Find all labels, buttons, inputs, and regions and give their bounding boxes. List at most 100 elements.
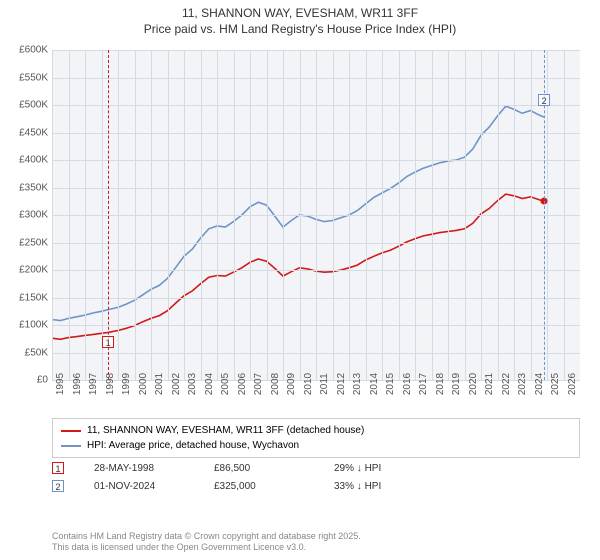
x-tick-label: 2021 [484,373,495,395]
x-tick-label: 2014 [369,373,380,395]
footer-line1: Contains HM Land Registry data © Crown c… [52,531,361,543]
x-tick-label: 2008 [270,373,281,395]
x-tick-label: 2011 [319,373,330,395]
sale-price-1: £86,500 [214,463,304,474]
x-tick-label: 2022 [501,373,512,395]
gridline-v [432,50,433,380]
x-tick-label: 2004 [204,373,215,395]
legend: 11, SHANNON WAY, EVESHAM, WR11 3FF (deta… [52,418,580,458]
gridline-v [465,50,466,380]
x-tick-label: 2024 [534,373,545,395]
gridline-v [366,50,367,380]
gridline-v [415,50,416,380]
sale-marker-box: 2 [538,94,550,106]
sales-table: 1 28-MAY-1998 £86,500 29% ↓ HPI 2 01-NOV… [52,462,580,498]
x-tick-label: 2013 [352,373,363,395]
plot-area: 12 [52,50,580,380]
x-tick-label: 2001 [154,373,165,395]
x-tick-label: 2023 [517,373,528,395]
y-tick-label: £500K [8,100,48,111]
x-tick-label: 1996 [72,373,83,395]
gridline-v [102,50,103,380]
gridline-v [448,50,449,380]
title-line1: 11, SHANNON WAY, EVESHAM, WR11 3FF [0,6,600,22]
y-tick-label: £600K [8,45,48,56]
legend-item-hpi: HPI: Average price, detached house, Wych… [61,438,571,453]
x-tick-label: 2012 [336,373,347,395]
y-tick-label: £0 [8,375,48,386]
sale-row-1: 1 28-MAY-1998 £86,500 29% ↓ HPI [52,462,580,474]
y-tick-label: £200K [8,265,48,276]
x-tick-label: 2003 [187,373,198,395]
gridline-v [250,50,251,380]
x-tick-label: 2018 [435,373,446,395]
gridline-v [514,50,515,380]
x-tick-label: 2006 [237,373,248,395]
gridline-v [333,50,334,380]
x-tick-label: 1997 [88,373,99,395]
x-tick-label: 2016 [402,373,413,395]
y-tick-label: £150K [8,292,48,303]
series-hpi [52,106,544,321]
sale-delta-1: 29% ↓ HPI [334,463,424,474]
gridline-v [85,50,86,380]
x-tick-label: 2005 [220,373,231,395]
sale-marker-box: 1 [102,336,114,348]
footer: Contains HM Land Registry data © Crown c… [52,531,361,554]
gridline-v [151,50,152,380]
gridline-v [564,50,565,380]
sale-delta-2: 33% ↓ HPI [334,481,424,492]
gridline-v [217,50,218,380]
sale-date-1: 28-MAY-1998 [94,463,184,474]
x-tick-label: 2020 [468,373,479,395]
gridline-v [382,50,383,380]
legend-label-property: 11, SHANNON WAY, EVESHAM, WR11 3FF (deta… [87,423,364,438]
chart-container: 11, SHANNON WAY, EVESHAM, WR11 3FF Price… [0,0,600,560]
sale-marker-1: 1 [52,462,64,474]
y-tick-label: £550K [8,72,48,83]
gridline-v [498,50,499,380]
y-tick-label: £250K [8,237,48,248]
x-tick-label: 2007 [253,373,264,395]
title-line2: Price paid vs. HM Land Registry's House … [0,22,600,38]
gridline-v [184,50,185,380]
footer-line2: This data is licensed under the Open Gov… [52,542,361,554]
y-tick-label: £50K [8,347,48,358]
legend-swatch-property [61,430,81,432]
gridline-v [399,50,400,380]
y-tick-label: £450K [8,127,48,138]
sale-price-2: £325,000 [214,481,304,492]
x-tick-label: 2019 [451,373,462,395]
gridline-v [69,50,70,380]
x-tick-label: 2017 [418,373,429,395]
x-tick-label: 2010 [303,373,314,395]
gridline-v [481,50,482,380]
x-tick-label: 2009 [286,373,297,395]
gridline-v [316,50,317,380]
gridline-v [118,50,119,380]
gridline-v [135,50,136,380]
gridline-v [531,50,532,380]
y-tick-label: £350K [8,182,48,193]
gridline-v [283,50,284,380]
gridline-v [168,50,169,380]
y-tick-label: £300K [8,210,48,221]
gridline-v [201,50,202,380]
x-tick-label: 1998 [105,373,116,395]
sale-dashed-line [108,50,109,380]
x-tick-label: 2025 [550,373,561,395]
gridline-v [267,50,268,380]
legend-swatch-hpi [61,445,81,447]
title-block: 11, SHANNON WAY, EVESHAM, WR11 3FF Price… [0,0,600,37]
x-tick-label: 2002 [171,373,182,395]
x-tick-label: 1995 [55,373,66,395]
gridline-v [52,50,53,380]
x-tick-label: 2015 [385,373,396,395]
sale-date-2: 01-NOV-2024 [94,481,184,492]
sale-row-2: 2 01-NOV-2024 £325,000 33% ↓ HPI [52,480,580,492]
y-tick-label: £400K [8,155,48,166]
legend-label-hpi: HPI: Average price, detached house, Wych… [87,438,299,453]
gridline-v [349,50,350,380]
legend-item-property: 11, SHANNON WAY, EVESHAM, WR11 3FF (deta… [61,423,571,438]
y-tick-label: £100K [8,320,48,331]
